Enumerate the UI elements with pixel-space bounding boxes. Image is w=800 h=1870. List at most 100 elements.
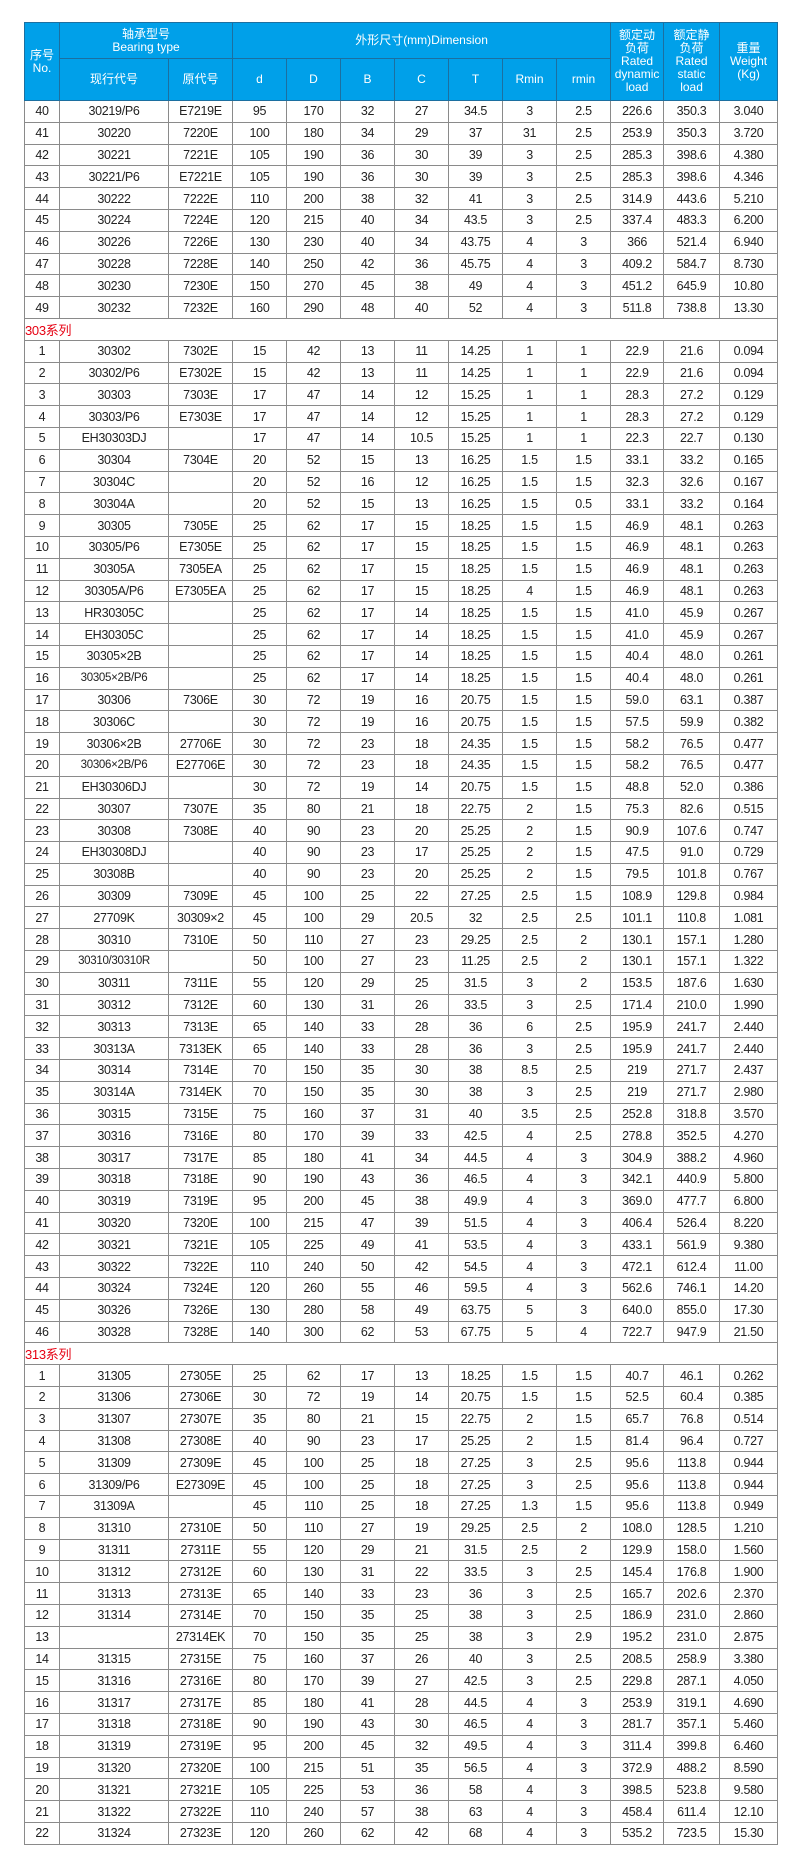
cell-static-load: 48.1 [663,579,721,603]
cell-original-code: 7306E [167,688,234,712]
cell-T: 18.25 [448,557,504,581]
cell-d: 45 [232,1495,288,1518]
cell-d: 60 [232,993,288,1017]
cell-dynamic-load: 52.5 [610,1386,665,1409]
cell-rmin: 2 [556,1538,612,1562]
cell-B: 27 [340,950,396,973]
cell-weight: 14.20 [719,1277,779,1300]
table-row: 45 30224 7224E 120 215 40 34 43.5 3 2.5 337.4 483.3… [24,208,779,232]
cell-weight: 0.984 [719,884,779,908]
cell-Rmin: 6 [502,1015,558,1039]
cell-T: 15.25 [448,383,504,407]
cell-C: 19 [394,1516,450,1540]
cell-no: 2 [24,1386,60,1409]
cell-d: 40 [232,1429,288,1453]
cell-D: 250 [286,252,342,276]
cell-T: 27.25 [448,884,504,908]
cell-B: 62 [340,1821,396,1845]
cell-original-code: 7302E [167,339,234,363]
table-row: 23 30308 7308E 40 90 23 20 25.25 2 1.5 90.9 107.6 0.… [24,819,779,843]
cell-current-code: 30305/P6 [59,535,169,559]
cell-rmin: 2.5 [556,1451,612,1475]
cell-weight: 0.261 [719,666,779,690]
cell-static-load: 101.8 [663,862,721,886]
cell-original-code: 27310E [167,1516,234,1540]
table-row: 6 31309/P6 E27309E 45 100 25 18 27.25 3 2.5 95.6 11… [24,1473,779,1496]
table-row: 13 27314EK 70 150 35 25 38 3 2.9 195.2 231.0 2.875 [24,1625,779,1649]
table-row: 7 31309A 45 110 25 18 27.25 1.3 1.5 95.6 113.8 0.94… [24,1495,779,1518]
cell-original-code: 7311E [167,971,234,995]
cell-original-code: 7307E [167,797,234,821]
table-row: 40 30319 7319E 95 200 45 38 49.9 4 3 369.0 477.7 6.8… [24,1189,779,1213]
cell-D: 200 [286,187,342,210]
cell-d: 105 [232,1778,288,1802]
cell-original-code: 7220E [167,121,234,145]
cell-d: 105 [232,1233,288,1257]
cell-d: 70 [232,1080,288,1104]
table-row: 17 31318 27318E 90 190 43 30 46.5 4 3 281.7 357.1 5.… [24,1712,779,1736]
cell-static-load: 523.8 [663,1778,721,1802]
table-row: 7 30304C 20 52 16 12 16.25 1.5 1.5 32.3 32.6 0.167 [24,470,779,494]
cell-T: 20.75 [448,688,504,712]
cell-no: 17 [24,1712,60,1736]
table-row: 49 30232 7232E 160 290 48 40 52 4 3 511.8 738.8 13.3… [24,296,779,319]
cell-d: 25 [232,514,288,537]
cell-D: 62 [286,1364,342,1388]
cell-Rmin: 4 [502,1277,558,1300]
cell-no: 2 [24,361,60,385]
cell-B: 37 [340,1647,396,1671]
cell-no: 31 [24,993,60,1017]
cell-T: 11.25 [448,950,504,973]
cell-D: 72 [286,710,342,734]
cell-d: 90 [232,1168,288,1191]
cell-weight: 3.040 [719,100,779,123]
cell-dynamic-load: 108.0 [610,1516,665,1540]
table-row: 28 30310 7310E 50 110 27 23 29.25 2.5 2 130.1 157.1… [24,928,779,952]
cell-dynamic-load: 130.1 [610,928,665,952]
cell-original-code: E27309E [167,1473,234,1496]
cell-no: 1 [24,339,60,363]
cell-Rmin: 3 [502,1037,558,1061]
cell-D: 200 [286,1734,342,1758]
cell-current-code: 30313 [59,1015,169,1039]
cell-B: 17 [340,557,396,581]
cell-B: 45 [340,1189,396,1213]
cell-rmin: 1.5 [556,1407,612,1431]
cell-Rmin: 1.5 [502,492,558,516]
cell-T: 31.5 [448,971,504,995]
cell-B: 35 [340,1080,396,1104]
cell-original-code [167,841,234,864]
cell-Rmin: 1 [502,361,558,385]
cell-C: 15 [394,1407,450,1431]
cell-C: 42 [394,1821,450,1845]
cell-static-load: 584.7 [663,252,721,276]
cell-C: 32 [394,1734,450,1758]
cell-original-code: 27307E [167,1407,234,1431]
cell-Rmin: 4 [502,1255,558,1279]
cell-no: 23 [24,819,60,843]
cell-T: 24.35 [448,732,504,755]
cell-weight: 1.210 [719,1516,779,1540]
cell-D: 240 [286,1255,342,1279]
cell-D: 90 [286,1429,342,1453]
cell-static-load: 21.6 [663,361,721,385]
cell-dynamic-load: 285.3 [610,143,665,167]
cell-C: 14 [394,666,450,690]
cell-no: 40 [24,1189,60,1213]
cell-B: 27 [340,928,396,952]
cell-T: 18.25 [448,601,504,625]
table-row: 29 30310/30310R 50 100 27 23 11.25 2.5 2 130.1 157… [24,950,779,973]
cell-T: 36 [448,1582,504,1605]
cell-no: 41 [24,1211,60,1235]
cell-current-code: 30309 [59,884,169,908]
cell-T: 38 [448,1059,504,1082]
cell-static-load: 855.0 [663,1298,721,1322]
cell-original-code: 7228E [167,252,234,276]
cell-B: 37 [340,1102,396,1126]
cell-B: 40 [340,230,396,254]
cell-current-code: 30306 [59,688,169,712]
cell-original-code: 27308E [167,1429,234,1453]
cell-Rmin: 4 [502,1168,558,1191]
cell-static-load: 738.8 [663,296,721,319]
cell-d: 65 [232,1582,288,1605]
